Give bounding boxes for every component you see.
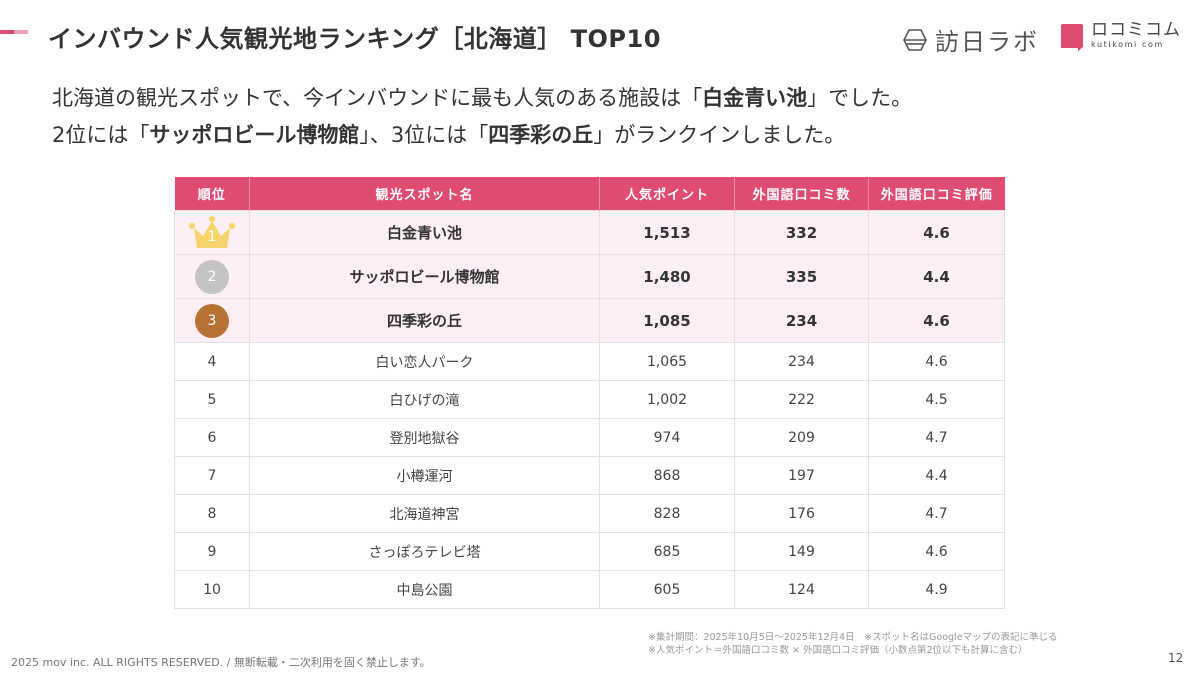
rating-cell: 4.9 [868,570,1005,609]
points-cell: 1,513 [599,210,735,255]
ranking-table: 順位 観光スポット名 人気ポイント 外国語口コミ数 外国語口コミ評価 1 白 [174,177,1005,609]
copyright-text: 2025 mov inc. ALL RIGHTS RESERVED. / 無断転… [11,656,431,669]
spot-name-cell: 四季彩の丘 [249,298,600,343]
review-count-cell: 222 [734,380,869,419]
kutikomi-logo-jp: ロコミコム [1091,20,1181,40]
review-count-cell: 149 [734,532,869,571]
review-count-cell: 209 [734,418,869,457]
table-row: 9 さっぽろテレビ塔 685 149 4.6 [174,532,1005,571]
bronze-medal-icon: 3 [195,303,229,338]
review-count-cell: 332 [734,210,869,255]
header-points: 人気ポイント [599,177,735,211]
points-cell: 1,002 [599,380,735,419]
rank-cell: 10 [174,570,250,609]
points-cell: 685 [599,532,735,571]
spot-name-cell: 小樽運河 [249,456,600,495]
rank-cell: 8 [174,494,250,533]
spot-name-cell: 中島公園 [249,570,600,609]
page-number: 12 [1168,651,1184,665]
hexagon-logo-icon [903,28,927,51]
rating-cell: 4.7 [868,418,1005,457]
rating-cell: 4.6 [868,532,1005,571]
speech-bubble-icon [1061,23,1083,48]
rating-cell: 4.4 [868,254,1005,299]
hoji-lab-logo: 訪日ラボ [903,22,1039,57]
review-count-cell: 124 [734,570,869,609]
rating-cell: 4.5 [868,380,1005,419]
review-count-cell: 234 [734,298,869,343]
summary-line-1: 北海道の観光スポットで、今インバウンドに最も人気のある施設は「白金青い池」でした… [52,86,913,110]
spot-name-cell: 白い恋人パーク [249,342,600,381]
rank-cell: 7 [174,456,250,495]
table-row: 5 白ひげの滝 1,002 222 4.5 [174,380,1005,419]
rank-cell: 6 [174,418,250,457]
rating-cell: 4.6 [868,210,1005,255]
table-row: 10 中島公園 605 124 4.9 [174,570,1005,609]
rank-cell: 5 [174,380,250,419]
rank-cell: 1 [174,210,250,255]
rank-cell: 9 [174,532,250,571]
summary-line-2: 2位には「サッポロビール博物館」、3位には「四季彩の丘」がランクインしました。 [52,123,846,147]
review-count-cell: 197 [734,456,869,495]
rating-cell: 4.6 [868,342,1005,381]
rank-cell: 3 [174,298,250,343]
spot-name-cell: さっぽろテレビ塔 [249,532,600,571]
header-spot-name: 観光スポット名 [249,177,600,211]
title-accent-bar [0,30,28,34]
table-row: 2 サッポロビール博物館 1,480 335 4.4 [174,254,1005,299]
header-review-count: 外国語口コミ数 [734,177,869,211]
review-count-cell: 335 [734,254,869,299]
points-cell: 605 [599,570,735,609]
footnotes: ※集計期間：2025年10月5日〜2025年12月4日 ※スポット名はGoogl… [648,631,1058,657]
spot-name-cell: 白ひげの滝 [249,380,600,419]
page-title: インバウンド人気観光地ランキング［北海道］ TOP10 [48,25,661,53]
footnote-formula: ※人気ポイント＝外国語口コミ数 × 外国語口コミ評価（小数点第2位以下も計算に含… [648,645,1028,656]
table-row: 1 白金青い池 1,513 332 4.6 [174,210,1005,255]
kutikomi-logo-en: kutikomi com [1091,40,1164,49]
points-cell: 1,065 [599,342,735,381]
header-rank: 順位 [174,177,250,211]
hoji-lab-logo-text: 訪日ラボ [935,28,1039,56]
rating-cell: 4.7 [868,494,1005,533]
spot-name-cell: 白金青い池 [249,210,600,255]
points-cell: 1,085 [599,298,735,343]
table-row: 8 北海道神宮 828 176 4.7 [174,494,1005,533]
header-review-rating: 外国語口コミ評価 [868,177,1005,211]
summary-text: 北海道の観光スポットで、今インバウンドに最も人気のある施設は「白金青い池」でした… [52,80,912,154]
rating-cell: 4.6 [868,298,1005,343]
rating-cell: 4.4 [868,456,1005,495]
rank-cell: 2 [174,254,250,299]
review-count-cell: 234 [734,342,869,381]
points-cell: 974 [599,418,735,457]
footnote-period: ※集計期間：2025年10月5日〜2025年12月4日 ※スポット名はGoogl… [648,632,1058,643]
spot-name-cell: 北海道神宮 [249,494,600,533]
silver-medal-icon: 2 [195,259,229,294]
spot-name-cell: 登別地獄谷 [249,418,600,457]
points-cell: 1,480 [599,254,735,299]
table-header-row: 順位 観光スポット名 人気ポイント 外国語口コミ数 外国語口コミ評価 [174,177,1005,211]
review-count-cell: 176 [734,494,869,533]
points-cell: 828 [599,494,735,533]
kutikomi-logo: ロコミコム kutikomi com [1061,22,1181,49]
table-row: 4 白い恋人パーク 1,065 234 4.6 [174,342,1005,381]
table-row: 6 登別地獄谷 974 209 4.7 [174,418,1005,457]
table-row: 3 四季彩の丘 1,085 234 4.6 [174,298,1005,343]
spot-name-cell: サッポロビール博物館 [249,254,600,299]
points-cell: 868 [599,456,735,495]
gold-crown-icon: 1 [188,215,236,250]
table-row: 7 小樽運河 868 197 4.4 [174,456,1005,495]
rank-cell: 4 [174,342,250,381]
